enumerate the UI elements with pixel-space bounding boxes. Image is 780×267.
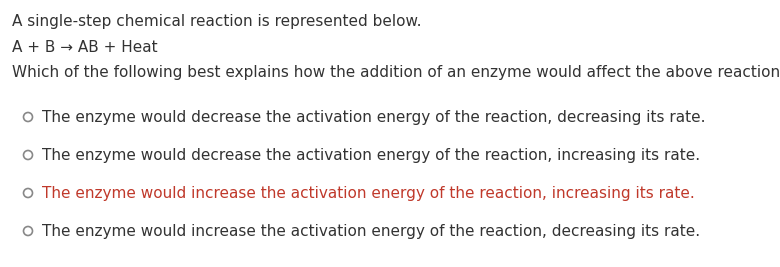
Text: The enzyme would increase the activation energy of the reaction, decreasing its : The enzyme would increase the activation… bbox=[42, 224, 700, 239]
Text: The enzyme would decrease the activation energy of the reaction, decreasing its : The enzyme would decrease the activation… bbox=[42, 110, 705, 125]
Text: A single-step chemical reaction is represented below.: A single-step chemical reaction is repre… bbox=[12, 14, 421, 29]
Text: The enzyme would decrease the activation energy of the reaction, increasing its : The enzyme would decrease the activation… bbox=[42, 148, 700, 163]
Text: A + B → AB + Heat: A + B → AB + Heat bbox=[12, 40, 158, 55]
Text: The enzyme would increase the activation energy of the reaction, increasing its : The enzyme would increase the activation… bbox=[42, 186, 695, 201]
Text: Which of the following best explains how the addition of an enzyme would affect : Which of the following best explains how… bbox=[12, 65, 780, 80]
